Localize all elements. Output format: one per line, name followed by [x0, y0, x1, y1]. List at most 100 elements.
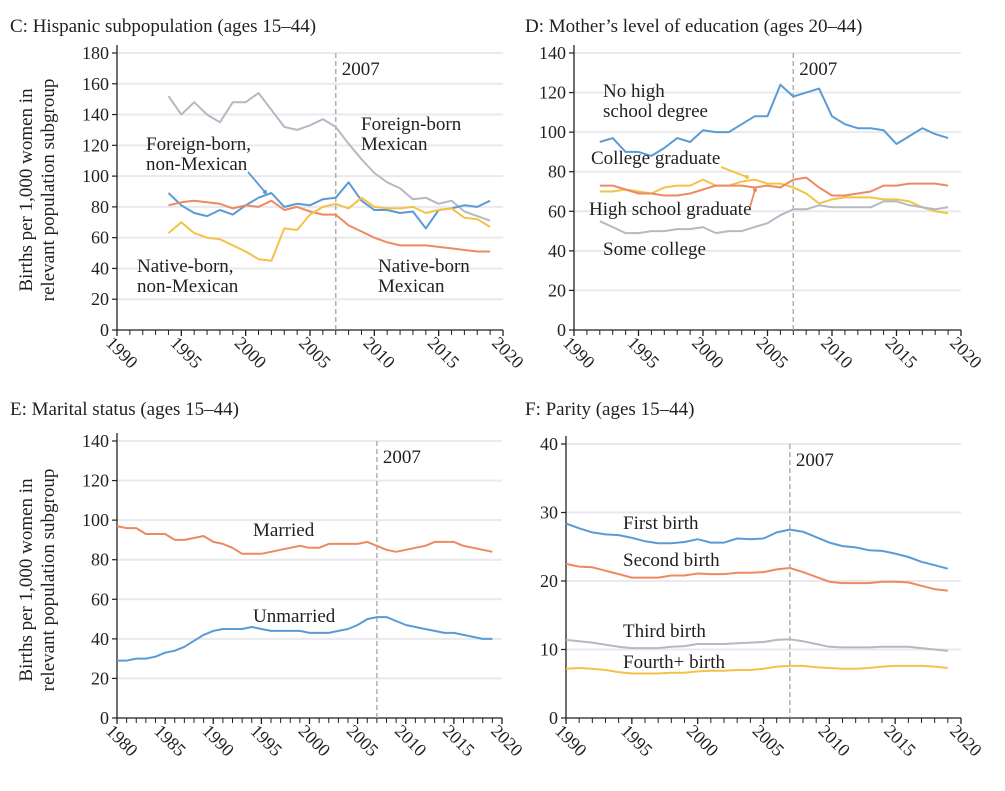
label-pointer-head: [753, 188, 757, 192]
panel-title: E: Marital status (ages 15–44): [10, 399, 239, 420]
x-tick-label: 1995: [247, 721, 287, 761]
panel-title: F: Parity (ages 15–44): [525, 399, 694, 420]
y-tick-label: 100: [539, 122, 566, 142]
y-tick-label: 20: [91, 668, 109, 688]
x-tick-label: 1985: [150, 721, 190, 761]
x-tick-label: 1995: [624, 333, 664, 373]
y-tick-label: 20: [548, 280, 566, 300]
x-tick-label: 2010: [815, 721, 855, 761]
y-tick-label: 120: [82, 135, 109, 155]
series-line-native-born-non-mexican: [167, 196, 491, 262]
x-tick-label: 2015: [424, 333, 464, 373]
y-tick-label: 40: [91, 258, 109, 278]
series-line-foreign-born-mexican: [167, 92, 491, 222]
y-tick-label: 180: [82, 43, 109, 63]
x-tick-label: 1995: [167, 333, 207, 373]
y-tick-label: 160: [82, 74, 109, 94]
x-tick-label: 2000: [231, 333, 271, 373]
y-tick-label: 0: [100, 320, 109, 340]
y-tick-label: 20: [540, 571, 558, 591]
x-tick-label: 2000: [295, 721, 335, 761]
x-tick-label: 2005: [753, 333, 793, 373]
series-line-some-college: [599, 200, 949, 235]
x-tick-label: 1990: [198, 721, 238, 761]
label-pointer-head: [263, 190, 267, 194]
x-tick-label: 2010: [360, 333, 400, 373]
x-tick-label: 1995: [617, 721, 657, 761]
y-tick-label: 0: [100, 708, 109, 728]
series-label: Foreign-born: [361, 114, 462, 135]
y-tick-label: 40: [91, 629, 109, 649]
series-label: Native-born: [378, 256, 470, 277]
marker-label: 2007: [383, 447, 421, 468]
series-label: non-Mexican: [137, 276, 239, 297]
x-tick-label: 2005: [295, 333, 335, 373]
y-axis-label: Births per 1,000 women in: [16, 88, 37, 292]
series-label: Unmarried: [253, 606, 336, 627]
y-axis-label: relevant population subgroup: [38, 469, 59, 692]
series-label: No high: [603, 81, 665, 102]
x-tick-label: 2015: [880, 721, 920, 761]
series-label: Second birth: [623, 550, 720, 571]
x-tick-label: 2020: [946, 721, 986, 761]
label-pointer-head: [745, 175, 749, 179]
y-tick-label: 0: [557, 320, 566, 340]
series-line-second-birth: [565, 562, 948, 592]
y-tick-label: 0: [549, 708, 558, 728]
panel-title: D: Mother’s level of education (ages 20–…: [525, 16, 862, 37]
y-tick-label: 140: [82, 105, 109, 125]
series-line-no-high-school-degree: [599, 83, 949, 157]
y-tick-label: 60: [548, 201, 566, 221]
x-tick-label: 2010: [817, 333, 857, 373]
series-line-high-school-graduate: [599, 176, 949, 197]
series-label: College graduate: [591, 148, 720, 169]
y-axis-label: relevant population subgroup: [38, 79, 59, 302]
label-pointer: [749, 189, 756, 208]
x-tick-label: 2000: [683, 721, 723, 761]
series-label: Foreign-born,: [146, 134, 251, 155]
x-tick-label: 2000: [688, 333, 728, 373]
panel-D: D: Mother’s level of education (ages 20–…: [525, 16, 986, 372]
x-tick-label: 2020: [488, 333, 528, 373]
y-tick-label: 140: [82, 431, 109, 451]
series-label: Mexican: [378, 276, 445, 297]
series-label: First birth: [623, 513, 699, 534]
y-tick-label: 80: [91, 550, 109, 570]
marker-label: 2007: [342, 59, 380, 80]
label-pointer: [247, 171, 266, 193]
series-label: Married: [253, 520, 315, 541]
y-tick-label: 30: [540, 503, 558, 523]
x-tick-label: 2005: [343, 721, 383, 761]
panel-title: C: Hispanic subpopulation (ages 15–44): [10, 16, 316, 37]
panel-E: E: Marital status (ages 15–44) Births per…: [10, 399, 527, 760]
x-tick-label: 2015: [882, 333, 922, 373]
x-tick-label: 2015: [439, 721, 479, 761]
series-line-married: [116, 525, 493, 555]
panel-C: C: Hispanic subpopulation (ages 15–44) Bi…: [10, 16, 528, 372]
series-label: Fourth+ birth: [623, 652, 726, 673]
x-tick-label: 2005: [749, 721, 789, 761]
series-line-unmarried: [117, 616, 493, 662]
label-pointer: [720, 166, 748, 178]
series-label: Some college: [603, 239, 706, 260]
y-tick-label: 120: [539, 83, 566, 103]
series-label: school degree: [603, 101, 708, 122]
x-tick-label: 2020: [487, 721, 527, 761]
y-axis-label: Births per 1,000 women in: [16, 478, 37, 682]
series-line-native-born-mexican: [168, 199, 491, 253]
series-label: non-Mexican: [146, 154, 248, 175]
series-line-third-birth: [565, 638, 948, 652]
y-tick-label: 60: [91, 228, 109, 248]
series-line-fourth-birth: [565, 664, 948, 675]
x-tick-label: 2020: [946, 333, 986, 373]
series-label: Third birth: [623, 621, 706, 642]
y-tick-label: 120: [82, 471, 109, 491]
series-label: Mexican: [361, 134, 428, 155]
y-tick-label: 20: [91, 289, 109, 309]
series-line-college-graduate: [599, 178, 949, 215]
x-tick-label: 2010: [391, 721, 431, 761]
series-line-first-birth: [565, 522, 949, 570]
y-tick-label: 100: [82, 510, 109, 530]
y-tick-label: 10: [540, 640, 558, 660]
